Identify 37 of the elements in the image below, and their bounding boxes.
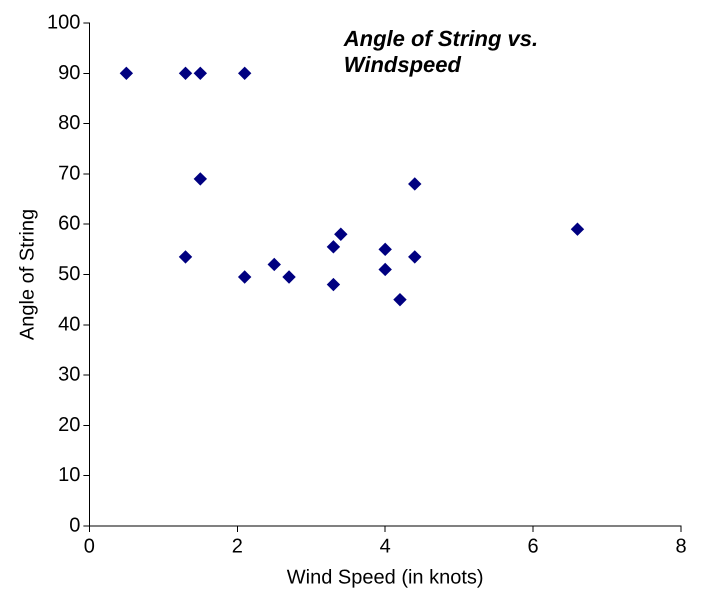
x-tick-label: 0 — [84, 536, 95, 558]
y-tick-label: 90 — [58, 62, 80, 84]
y-tick-label: 20 — [58, 414, 80, 436]
point — [326, 240, 340, 254]
x-tick-label: 8 — [675, 536, 687, 558]
y-tick-label: 80 — [58, 112, 80, 134]
y-tick-label: 60 — [58, 212, 80, 235]
point — [179, 250, 192, 264]
point — [378, 242, 392, 256]
point — [570, 222, 584, 236]
x-axis-title: Wind Speed (in knots) — [286, 566, 484, 589]
point — [334, 228, 348, 241]
point — [238, 66, 252, 80]
y-tick-label: 50 — [58, 263, 80, 286]
point — [194, 172, 207, 186]
point — [393, 293, 406, 306]
point — [179, 66, 192, 80]
point — [282, 270, 296, 284]
point — [120, 66, 133, 80]
point — [268, 258, 281, 271]
y-tick-label: 30 — [58, 364, 80, 386]
y-tick-label: 10 — [58, 464, 80, 486]
x-tick-label: 2 — [232, 536, 243, 558]
point — [378, 262, 392, 276]
y-tick-label: 0 — [69, 514, 80, 537]
x-tick-label: 6 — [528, 536, 539, 558]
y-tick-label: 100 — [46, 12, 80, 34]
y-axis-title: Angle of String — [16, 208, 39, 340]
point — [194, 66, 207, 80]
x-tick-label: 4 — [380, 536, 391, 558]
y-tick-label: 70 — [58, 162, 80, 184]
y-tick-label: 40 — [58, 313, 80, 336]
text: Angle of String vs. Windspeed — [342, 26, 538, 78]
point — [408, 177, 422, 190]
point — [238, 270, 252, 284]
point — [326, 278, 340, 292]
point — [408, 250, 422, 264]
